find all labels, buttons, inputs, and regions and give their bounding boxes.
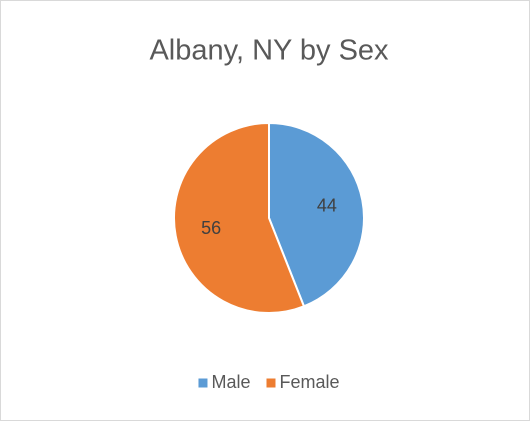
legend-marker	[266, 378, 276, 388]
pie-slice	[268, 122, 365, 308]
legend-marker	[198, 378, 208, 388]
legend-label: Female	[279, 372, 339, 392]
data-label: 44	[317, 196, 337, 216]
chart-title: Albany, NY by Sex	[149, 35, 389, 67]
pie-slice	[173, 122, 305, 314]
data-label: 56	[201, 218, 221, 238]
legend-label: Male	[211, 372, 250, 392]
